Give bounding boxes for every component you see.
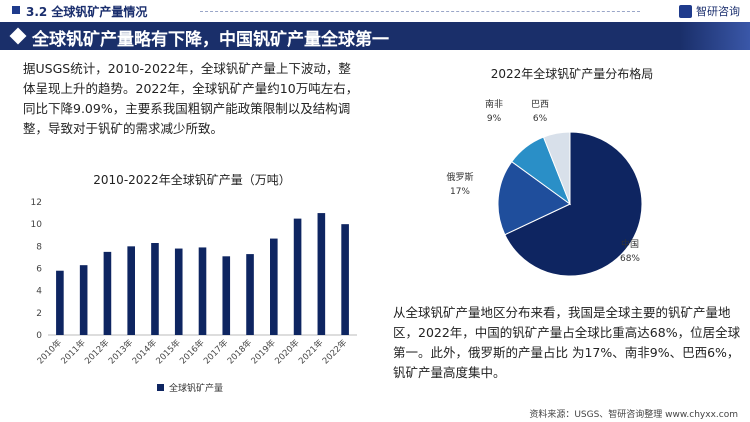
x-tick-label: 2014年 (130, 337, 159, 366)
x-tick-label: 2019年 (249, 337, 278, 366)
x-tick-label: 2020年 (273, 337, 302, 366)
y-tick-label: 6 (36, 265, 42, 275)
logo-text: 智研咨询 (696, 5, 740, 18)
y-tick-label: 2 (36, 309, 42, 319)
legend-swatch (157, 384, 164, 391)
x-tick-label: 2022年 (320, 337, 349, 366)
bar (222, 256, 231, 335)
source-note: 资料来源：USGS、智研咨询整理 www.chyxx.com (529, 410, 738, 420)
y-tick-label: 0 (36, 331, 42, 341)
x-tick-label: 2012年 (82, 337, 111, 366)
pie-slice-label: 俄罗斯 (446, 171, 473, 183)
pie-slice (542, 131, 571, 205)
pie-slice-label: 巴西 (531, 99, 549, 110)
title-banner: 全球钒矿产量略有下降，中国钒矿产量全球第一 (0, 22, 750, 50)
bar (198, 247, 207, 335)
bar (341, 224, 349, 335)
y-tick-label: 8 (36, 242, 42, 252)
x-tick-label: 2015年 (154, 337, 183, 366)
bar (270, 238, 278, 335)
y-tick-label: 10 (31, 220, 43, 230)
banner-title: 全球钒矿产量略有下降，中国钒矿产量全球第一 (32, 30, 389, 50)
pie-chart-title: 2022年全球钒矿产量分布格局 (491, 66, 654, 81)
x-tick-label: 2013年 (106, 337, 135, 366)
x-tick-label: 2021年 (296, 337, 325, 366)
bar (151, 243, 159, 335)
bar (317, 213, 326, 335)
pie-chart: 2022年全球钒矿产量分布格局 中国 68% 俄罗斯 17% 南非 9% 巴西 6% (446, 66, 654, 277)
diamond-icon (9, 27, 27, 45)
pie-slice-percent: 6% (533, 114, 548, 124)
bar (103, 251, 112, 335)
y-tick-label: 12 (31, 198, 42, 208)
y-tick-label: 4 (36, 287, 42, 297)
pie-slice-percent: 17% (450, 187, 470, 197)
bar (79, 265, 88, 335)
x-tick-label: 2010年 (35, 337, 64, 366)
pie-slice-percent: 9% (487, 114, 502, 124)
pie-slice (497, 160, 571, 236)
logo-icon (679, 4, 692, 18)
divider (200, 11, 640, 12)
x-tick-label: 2011年 (59, 337, 88, 366)
bar (56, 270, 64, 335)
pie-slice (504, 131, 643, 277)
banner-accent (680, 22, 750, 50)
legend-label: 全球钒矿产量 (169, 382, 223, 394)
pie-slice-percent: 68% (620, 254, 640, 264)
brand-logo: 智研咨询 (679, 3, 740, 19)
bar-chart: 2010-2022年全球钒矿产量（万吨） 0 2 4 6 8 10 12 2010年2011… (31, 172, 357, 394)
bar (174, 248, 183, 335)
top-bar: 3.2 全球钒矿产量情况 智研咨询 (0, 0, 750, 22)
bar-chart-title: 2010-2022年全球钒矿产量（万吨） (93, 172, 290, 187)
section-marker-icon (12, 6, 20, 14)
left-paragraph: 据USGS统计，2010-2022年，全球钒矿产量上下波动，整体呈现上升的趋势。… (23, 61, 359, 136)
section-title: 3.2 全球钒矿产量情况 (26, 5, 148, 19)
right-paragraph: 从全球钒矿产量地区分布来看，我国是全球主要的钒矿产量地区，2022年，中国的钒矿… (393, 305, 741, 380)
bar (246, 254, 254, 335)
x-tick-label: 2016年 (178, 337, 207, 366)
bar (127, 246, 135, 335)
pie-slice-label: 南非 (485, 98, 503, 110)
x-tick-label: 2017年 (201, 337, 230, 366)
bar (293, 218, 302, 335)
pie-slice-label: 中国 (621, 238, 639, 250)
x-tick-label: 2018年 (225, 337, 254, 366)
